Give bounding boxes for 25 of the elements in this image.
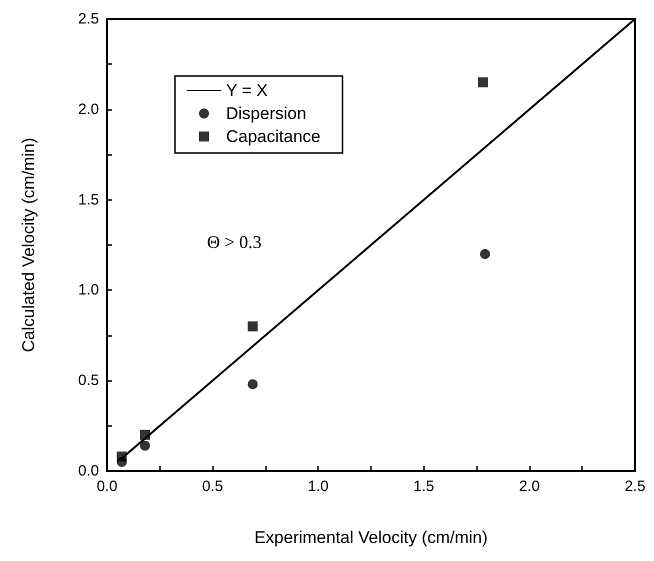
- x-tick-label: 2.5: [624, 478, 646, 495]
- legend-label: Y = X: [226, 81, 268, 100]
- x-tick-label: 0.0: [96, 478, 118, 495]
- y-tick-label: 1.5: [78, 191, 99, 208]
- annotation: Θ > 0.3: [207, 232, 262, 252]
- x-tick-label: 1.0: [308, 478, 329, 495]
- point: [140, 440, 150, 451]
- x-tick-label: 2.0: [518, 478, 540, 495]
- point: [480, 249, 490, 260]
- x-tick-label: 0.5: [202, 478, 224, 495]
- point: [248, 321, 258, 332]
- legend-label: Capacitance: [226, 127, 321, 146]
- y-tick-label: 2.5: [78, 10, 99, 28]
- point: [116, 452, 127, 462]
- y-tick-label: 0.0: [78, 462, 99, 480]
- y-tick-label: 2.0: [78, 100, 99, 118]
- y-tick-label: 0.5: [78, 372, 99, 390]
- x-tick-label: 1.5: [413, 478, 434, 495]
- point: [140, 430, 150, 440]
- x-axis-title: Experimental Velocity (cm/min): [254, 528, 488, 547]
- legend-label: Dispersion: [226, 104, 306, 123]
- y-tick-label: 1.0: [78, 282, 99, 299]
- point: [248, 379, 258, 390]
- point: [478, 77, 488, 88]
- y-axis-title: Calculated Velocity (cm/min): [19, 138, 38, 352]
